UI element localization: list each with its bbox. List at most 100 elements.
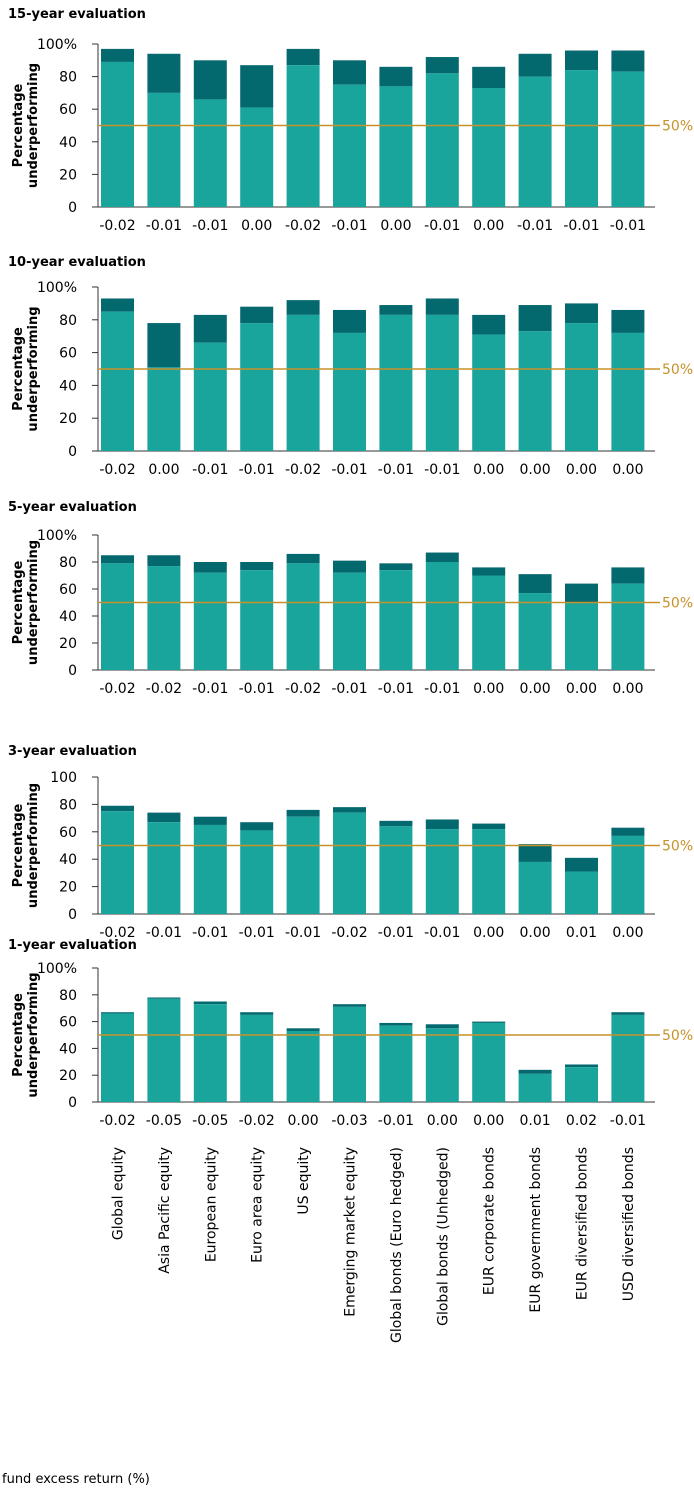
y-tick-label: 20 xyxy=(59,411,77,427)
bar-upper-segment xyxy=(101,805,134,812)
bar-upper-segment xyxy=(611,50,645,72)
bar-lower-segment xyxy=(425,829,459,914)
bar-upper-segment xyxy=(565,1064,598,1068)
y-tick-label: 20 xyxy=(59,880,77,896)
bar-lower-segment xyxy=(333,572,366,670)
bar-lower-segment xyxy=(518,1073,552,1102)
footer-label: fund excess return (%) xyxy=(2,1472,150,1487)
excess-return-label: -0.01 xyxy=(378,925,414,941)
y-tick-label: 0 xyxy=(68,444,77,460)
panel-title: 5-year evaluation xyxy=(8,500,137,515)
reference-line-label: 50% xyxy=(662,119,693,135)
y-tick-label: 20 xyxy=(59,167,77,183)
bar-lower-segment xyxy=(333,1006,366,1102)
excess-return-label: 0.00 xyxy=(520,681,551,697)
bar-upper-segment xyxy=(101,298,134,312)
bar-lower-segment xyxy=(472,575,506,670)
reference-line-label: 50% xyxy=(662,362,693,378)
bar-lower-segment xyxy=(565,323,598,451)
excess-return-label: 0.00 xyxy=(566,462,597,478)
bar-lower-segment xyxy=(101,1013,134,1102)
reference-line-label: 50% xyxy=(662,596,693,612)
bar-lower-segment xyxy=(379,570,413,670)
bar-upper-segment xyxy=(147,997,181,999)
excess-return-label: 0.02 xyxy=(566,1113,597,1129)
y-axis-label-line1: Percentage xyxy=(11,561,26,645)
excess-return-label: -0.01 xyxy=(285,925,321,941)
bar-upper-segment xyxy=(518,305,552,332)
bar-lower-segment xyxy=(240,107,274,207)
excess-return-label: -0.02 xyxy=(99,462,135,478)
category-label: Emerging market equity xyxy=(343,1147,359,1317)
y-tick-label: 20 xyxy=(59,1068,77,1084)
bar-upper-segment xyxy=(379,66,413,87)
bar-upper-segment xyxy=(518,1069,552,1074)
excess-return-label: -0.02 xyxy=(99,681,135,697)
excess-return-label: -0.01 xyxy=(192,218,228,234)
excess-return-label: 0.00 xyxy=(380,218,411,234)
excess-return-label: -0.03 xyxy=(331,1113,367,1129)
excess-return-label: -0.01 xyxy=(378,681,414,697)
excess-return-label: -0.01 xyxy=(610,218,646,234)
bar-upper-segment xyxy=(565,857,598,872)
excess-return-label: -0.01 xyxy=(378,462,414,478)
y-tick-label: 0 xyxy=(68,1095,77,1111)
bar-upper-segment xyxy=(333,807,366,813)
y-tick-label: 40 xyxy=(59,1041,77,1057)
y-tick-label: 80 xyxy=(59,797,77,813)
bar-lower-segment xyxy=(193,1004,227,1102)
bar-upper-segment xyxy=(101,555,134,564)
excess-return-label: -0.01 xyxy=(424,218,460,234)
bar-lower-segment xyxy=(193,824,227,914)
bar-upper-segment xyxy=(240,65,274,108)
bar-lower-segment xyxy=(193,342,227,451)
bar-upper-segment xyxy=(286,553,320,564)
category-label: Global bonds (Unhedged) xyxy=(435,1147,451,1326)
bar-lower-segment xyxy=(101,311,134,451)
excess-return-label: 0.00 xyxy=(148,462,179,478)
bar-lower-segment xyxy=(286,563,320,670)
bar-upper-segment xyxy=(240,822,274,831)
excess-return-label: -0.01 xyxy=(239,925,275,941)
category-label: Euro area equity xyxy=(250,1147,266,1263)
y-tick-label: 100% xyxy=(37,961,77,977)
bar-lower-segment xyxy=(425,73,459,207)
excess-return-label: 0.00 xyxy=(473,462,504,478)
bar-lower-segment xyxy=(240,323,274,451)
excess-return-label: -0.05 xyxy=(192,1113,228,1129)
excess-return-label: 0.00 xyxy=(288,1113,319,1129)
excess-return-label: -0.01 xyxy=(239,681,275,697)
excess-return-label: 0.00 xyxy=(520,462,551,478)
panel-title: 1-year evaluation xyxy=(8,938,137,953)
y-tick-label: 0 xyxy=(68,200,77,216)
category-label: Asia Pacific equity xyxy=(157,1147,173,1274)
y-tick-label: 80 xyxy=(59,70,77,86)
y-tick-label: 60 xyxy=(59,346,77,362)
bar-lower-segment xyxy=(472,334,506,451)
y-axis-label-line2: underperforming xyxy=(26,540,41,665)
y-axis-label-line1: Percentage xyxy=(11,84,26,168)
excess-return-label: -0.01 xyxy=(517,218,553,234)
excess-return-label: -0.02 xyxy=(99,218,135,234)
y-tick-label: 60 xyxy=(59,1015,77,1031)
bar-lower-segment xyxy=(379,86,413,207)
y-tick-label: 100% xyxy=(37,37,77,53)
y-tick-label: 100% xyxy=(37,280,77,296)
y-tick-label: 80 xyxy=(59,555,77,571)
bar-upper-segment xyxy=(611,827,645,836)
bar-upper-segment xyxy=(193,314,227,343)
bar-upper-segment xyxy=(611,309,645,333)
reference-line-label: 50% xyxy=(662,839,693,855)
category-label: EUR corporate bonds xyxy=(482,1147,498,1295)
excess-return-label: -0.02 xyxy=(99,1113,135,1129)
bar-upper-segment xyxy=(147,555,181,567)
y-axis-label-line2: underperforming xyxy=(26,63,41,188)
excess-return-label: -0.01 xyxy=(563,218,599,234)
bar-upper-segment xyxy=(472,567,506,576)
bar-lower-segment xyxy=(147,998,181,1102)
panel-title: 3-year evaluation xyxy=(8,744,137,759)
bar-lower-segment xyxy=(611,332,645,451)
bar-upper-segment xyxy=(147,53,181,93)
bar-lower-segment xyxy=(101,563,134,670)
bar-upper-segment xyxy=(379,305,413,315)
